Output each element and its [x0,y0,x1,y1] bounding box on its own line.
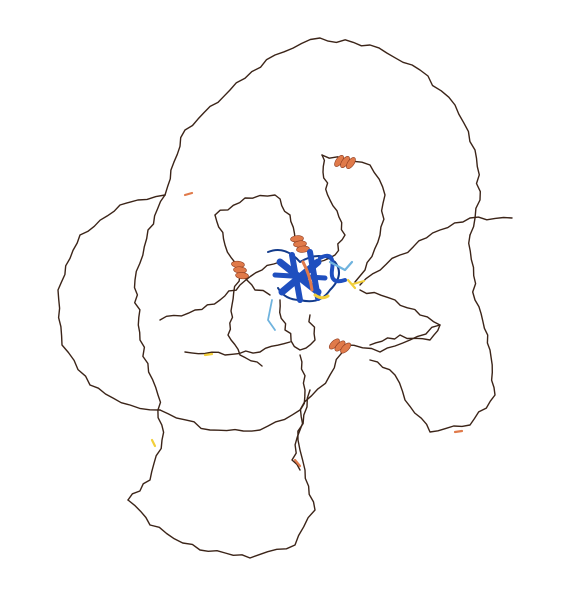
accent-c [453,429,464,434]
accent-g [293,458,302,468]
coil-bottom-lobe [127,389,316,559]
coil-bottom-inner-a [279,299,316,351]
helix-lower [328,338,352,354]
accent-f [150,438,157,448]
disordered-coil-loops [57,37,513,559]
coil-outer-top-arc [164,37,481,236]
coil-lower-band [159,344,346,432]
coil-right-spoke-a [359,216,513,286]
folded-core-domain [267,249,354,331]
coil-left-inner [127,194,166,501]
coil-left-spoke-e [184,341,291,356]
helix-left [231,260,249,280]
accent-b [346,278,357,290]
accent-e [203,352,214,357]
accent-a [351,279,366,286]
accent-d [183,191,194,197]
coil-left-spoke-b [214,214,271,296]
core-orange-strand [301,260,314,292]
coil-bottom-inner-b [291,354,306,471]
core-yellow-strand [313,293,330,300]
core-light-segment-b [267,299,276,331]
coil-top-inner-b [317,154,346,263]
core-light-segment [328,260,354,272]
coil-left-spoke-d [227,274,263,367]
core-helix-loop [318,253,347,284]
core-strand-5 [272,272,328,281]
coil-right-inner-loop [344,324,441,353]
helix-top [334,155,356,169]
coil-left-spoke-a [214,194,296,241]
coil-left-spoke-c [159,261,281,321]
peripheral-helices [150,155,464,468]
coil-left-lobe [57,194,166,411]
helix-core-side [290,235,310,253]
coil-right-spoke-b [359,289,441,346]
coil-right-lobe [369,234,496,433]
